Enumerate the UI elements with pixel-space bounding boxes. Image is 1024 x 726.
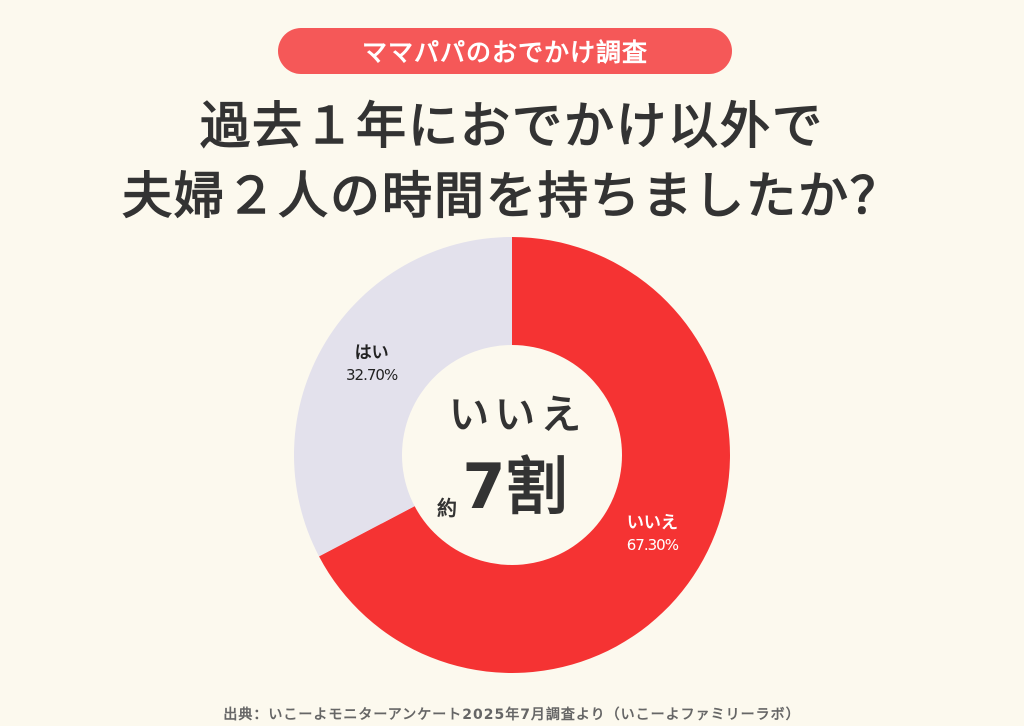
slice-label: いいえ xyxy=(627,513,678,533)
chart-title-line1: 過去１年におでかけ以外で xyxy=(200,97,824,155)
slice-value-label: 32.70% xyxy=(346,366,398,384)
source-note: 出典：いこーよモニターアンケート2025年7月調査より（いこーよファミリーラボ） xyxy=(223,707,801,723)
slice-label: はい xyxy=(355,343,389,363)
survey-badge: ママパパのおでかけ調査 xyxy=(278,28,732,74)
slice-value-label: 67.30% xyxy=(627,536,679,554)
donut-hole xyxy=(402,345,622,565)
center-prefix: 約 xyxy=(437,496,457,520)
center-answer: いいえ xyxy=(449,392,587,438)
center-value: 7割 xyxy=(462,450,567,523)
chart-title-line2: 夫婦２人の時間を持ちましたか？ xyxy=(122,167,902,225)
